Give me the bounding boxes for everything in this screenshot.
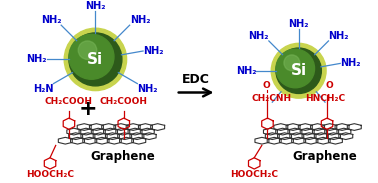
- Text: Si: Si: [291, 63, 307, 78]
- Circle shape: [78, 41, 97, 59]
- Text: O: O: [326, 81, 334, 90]
- Circle shape: [69, 34, 114, 79]
- Text: NH₂: NH₂: [85, 1, 106, 11]
- Text: EDC: EDC: [182, 73, 209, 86]
- FancyArrowPatch shape: [178, 89, 211, 96]
- Text: +: +: [79, 99, 97, 119]
- Text: CH₂COOH: CH₂COOH: [100, 97, 148, 106]
- Text: Graphene: Graphene: [90, 150, 155, 163]
- Circle shape: [276, 48, 321, 94]
- Text: Graphene: Graphene: [293, 150, 358, 163]
- Circle shape: [69, 33, 122, 86]
- Circle shape: [64, 28, 127, 91]
- Text: NH₂: NH₂: [340, 58, 361, 68]
- Text: NH₂: NH₂: [41, 15, 61, 25]
- Text: NH₂: NH₂: [248, 31, 269, 41]
- Text: NH₂: NH₂: [26, 54, 47, 64]
- Circle shape: [276, 49, 314, 88]
- Text: CH₂CNH: CH₂CNH: [251, 94, 291, 103]
- Text: NH₂: NH₂: [236, 66, 257, 76]
- Text: O: O: [263, 81, 270, 90]
- Text: NH₂: NH₂: [288, 19, 309, 29]
- Text: NH₂: NH₂: [143, 46, 164, 56]
- Circle shape: [271, 43, 326, 98]
- Text: HOOCH₂C: HOOCH₂C: [230, 170, 278, 179]
- Text: HOOCH₂C: HOOCH₂C: [26, 170, 74, 179]
- Text: NH₂: NH₂: [130, 15, 150, 25]
- Circle shape: [284, 55, 300, 71]
- Text: Si: Si: [87, 52, 104, 67]
- Text: NH₂: NH₂: [328, 31, 349, 41]
- Text: CH₂COOH: CH₂COOH: [45, 97, 93, 106]
- Text: H₂N: H₂N: [33, 84, 54, 94]
- Text: NH₂: NH₂: [137, 84, 158, 94]
- Text: HNCH₂C: HNCH₂C: [305, 94, 345, 103]
